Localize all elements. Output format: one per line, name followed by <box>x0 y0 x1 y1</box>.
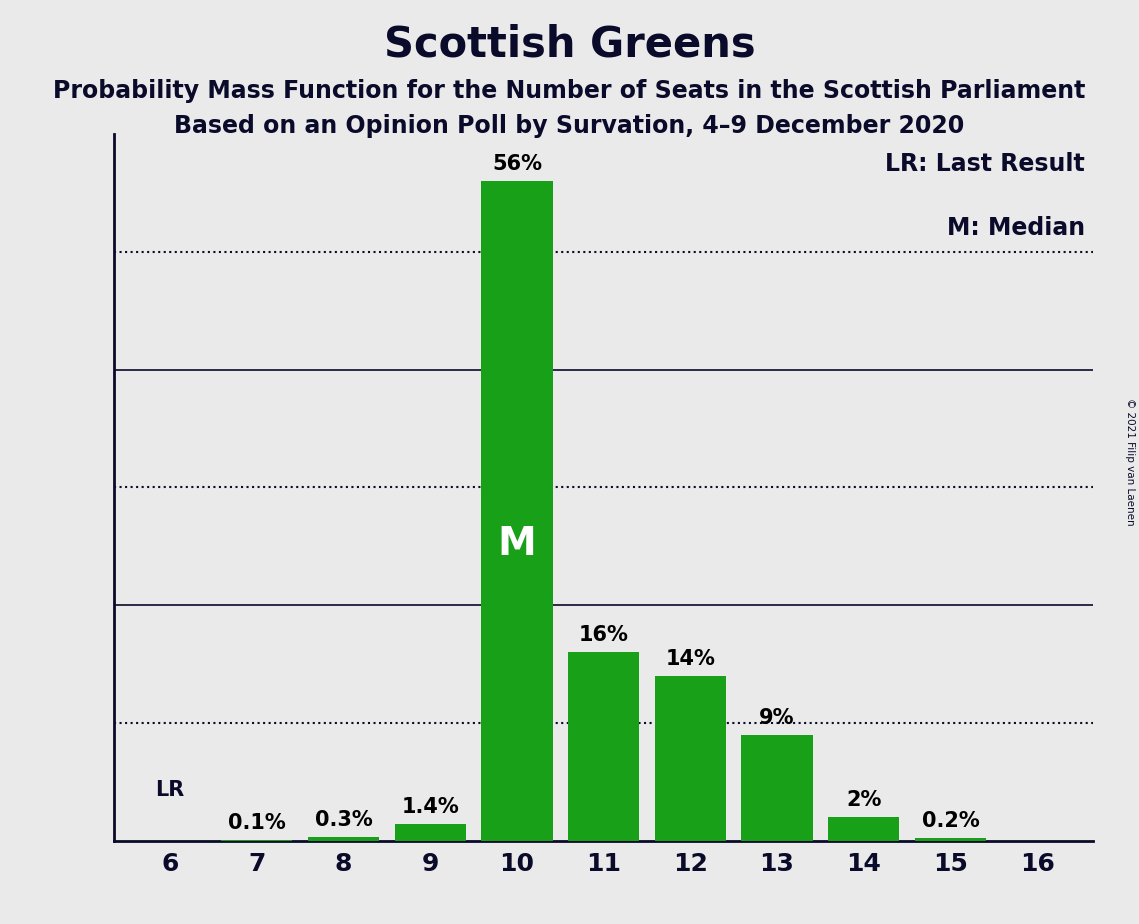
Bar <box>915 838 986 841</box>
Bar <box>741 735 812 841</box>
Bar <box>655 676 726 841</box>
Text: M: Median: M: Median <box>947 216 1084 240</box>
Text: LR: Last Result: LR: Last Result <box>885 152 1084 176</box>
Text: 0.2%: 0.2% <box>921 811 980 832</box>
Bar <box>395 824 466 841</box>
Text: M: M <box>498 525 536 563</box>
Text: © 2021 Filip van Laenen: © 2021 Filip van Laenen <box>1125 398 1134 526</box>
Bar <box>221 840 293 841</box>
Bar <box>482 181 552 841</box>
Text: Based on an Opinion Poll by Survation, 4–9 December 2020: Based on an Opinion Poll by Survation, 4… <box>174 114 965 138</box>
Text: 0.3%: 0.3% <box>314 810 372 831</box>
Bar <box>308 837 379 841</box>
Bar <box>828 818 900 841</box>
Text: LR: LR <box>156 780 185 799</box>
Text: 9%: 9% <box>760 708 795 728</box>
Text: Probability Mass Function for the Number of Seats in the Scottish Parliament: Probability Mass Function for the Number… <box>54 79 1085 103</box>
Bar <box>568 652 639 841</box>
Text: 1.4%: 1.4% <box>401 797 459 818</box>
Text: 2%: 2% <box>846 790 882 810</box>
Text: 0.1%: 0.1% <box>228 812 286 833</box>
Text: Scottish Greens: Scottish Greens <box>384 23 755 65</box>
Text: 56%: 56% <box>492 154 542 174</box>
Text: 16%: 16% <box>579 626 629 645</box>
Text: 14%: 14% <box>665 649 715 669</box>
